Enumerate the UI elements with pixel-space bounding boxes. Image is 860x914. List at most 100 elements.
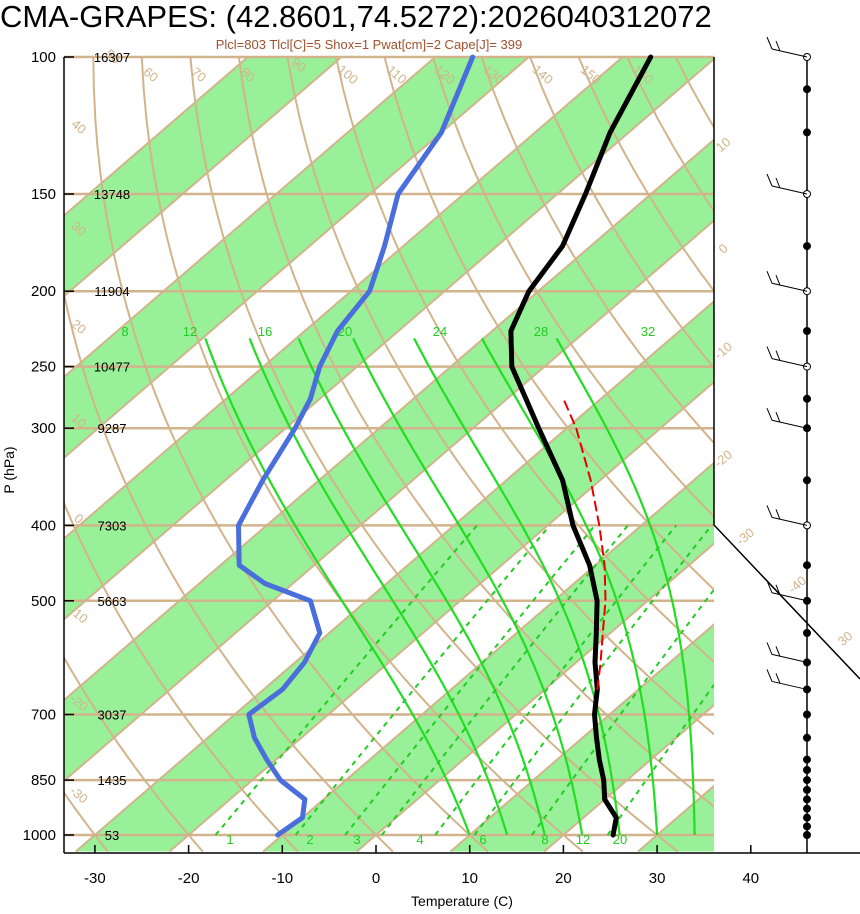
isotherm-line <box>825 57 860 851</box>
temperature-tick-label: -10 <box>271 870 293 887</box>
height-label: 9287 <box>98 421 127 436</box>
isotherm-line <box>64 57 530 460</box>
isotherm-label: 30 <box>835 628 856 649</box>
isotherm-label: 0 <box>716 240 731 256</box>
wind-barb-feather <box>775 177 781 189</box>
temperature-tick-label: 30 <box>649 870 666 887</box>
wind-barb-feather <box>775 584 781 595</box>
pressure-tick-label: 250 <box>31 359 56 376</box>
wind-barb-feather <box>775 509 781 520</box>
series-parcel <box>562 397 607 691</box>
isotherm-line <box>64 57 343 298</box>
mixing-ratio-label: 1 <box>226 832 233 847</box>
moist-adiabat-label: 24 <box>433 324 447 339</box>
wind-panel-border <box>713 57 860 680</box>
wind-level-dot <box>803 785 811 794</box>
pressure-tick-label: 700 <box>31 706 56 723</box>
wind-level-dot <box>803 755 811 764</box>
moist-adiabat-label: 32 <box>641 324 655 339</box>
isotherm-line <box>262 461 714 853</box>
wind-barb-feather <box>775 275 781 286</box>
wind-level-dot <box>803 804 811 813</box>
isotherm-line <box>64 57 249 217</box>
isotherm-line <box>732 57 860 851</box>
temperature-tick-label: -20 <box>178 870 200 887</box>
moist-adiabat-label: 12 <box>183 324 197 339</box>
wind-level-dot <box>803 242 811 251</box>
wind-barb <box>771 185 808 195</box>
wind-level-dot <box>803 822 811 831</box>
height-label: 10477 <box>94 360 130 375</box>
wind-barb-feather <box>766 669 773 682</box>
isotherm-line <box>75 299 714 853</box>
dry-adiabat <box>64 655 204 853</box>
y-axis-label: P (hPa) <box>1 446 17 493</box>
grid-clipped <box>64 57 860 853</box>
mixing-ratio-line <box>294 524 551 836</box>
dry-adiabat <box>773 57 860 852</box>
height-label: 13748 <box>94 187 130 202</box>
wind-barb <box>771 653 808 663</box>
mixing-ratio-line <box>381 524 629 836</box>
mixing-ratio-line <box>473 524 713 836</box>
wind-barb-feather <box>766 642 773 655</box>
wind-barb-feather <box>766 173 773 187</box>
moist-adiabat <box>555 337 696 835</box>
pressure-tick-label: 500 <box>31 593 56 610</box>
wind-barb-feather <box>766 346 773 359</box>
dry-adiabat <box>237 57 714 808</box>
wind-barb-feather <box>775 412 781 423</box>
mixing-ratio-label: 8 <box>541 832 548 847</box>
wind-level-dot <box>803 394 811 403</box>
series-temperature <box>508 54 654 838</box>
wind-barb-feather <box>766 580 773 593</box>
wind-barb-feather <box>766 271 773 284</box>
mixing-ratio-line <box>344 524 596 836</box>
wind-level-dot <box>803 561 811 570</box>
wind-level-dot <box>803 733 811 742</box>
wind-level-dot <box>803 629 811 638</box>
temperature-tick-label: 0 <box>372 870 380 887</box>
height-label: 5663 <box>98 594 127 609</box>
wind-level-dot <box>803 813 811 822</box>
mixing-ratio-label: 2 <box>306 832 313 847</box>
isotherm-line <box>168 380 714 853</box>
height-label: 11904 <box>94 284 129 299</box>
pressure-tick-label: 100 <box>31 49 56 66</box>
mixing-ratio-label: 4 <box>416 832 423 847</box>
dry-adiabat <box>821 57 860 852</box>
mixing-ratio-label: 12 <box>576 832 590 847</box>
wind-level-dot <box>803 776 811 785</box>
wind-level-dot <box>803 766 811 775</box>
moist-adiabat <box>297 337 546 836</box>
pressure-tick-label: 850 <box>31 772 56 789</box>
wind-barb-feather <box>775 646 781 657</box>
isotherm-line <box>64 57 436 379</box>
wind-barb <box>771 516 808 526</box>
height-label: 53 <box>105 828 119 843</box>
height-label: 1435 <box>98 773 127 788</box>
dry-adiabat <box>432 57 714 519</box>
wind-barb <box>771 680 808 690</box>
isotherm-line <box>64 57 624 540</box>
grid-lines <box>64 55 860 853</box>
dry-adiabat <box>140 57 584 853</box>
wind-barb-feather <box>766 36 773 50</box>
wind-level-dot <box>803 326 811 335</box>
temperature-tick-label: 40 <box>742 870 759 887</box>
dry-adiabat <box>64 289 394 853</box>
dry-adiabat <box>286 57 714 736</box>
wind-barbs <box>766 36 811 853</box>
wind-barb <box>771 419 808 429</box>
moist-adiabat <box>352 337 584 836</box>
wind-barb <box>771 282 808 292</box>
dry-adiabat <box>724 57 860 852</box>
moist-adiabat <box>413 337 621 836</box>
pressure-tick-label: 300 <box>31 420 56 437</box>
isotherm-line <box>356 542 714 853</box>
pressure-tick-label: 200 <box>31 283 56 300</box>
dry-adiabat-label: 20 <box>69 316 90 337</box>
moist-adiabat-label: 8 <box>121 324 128 339</box>
